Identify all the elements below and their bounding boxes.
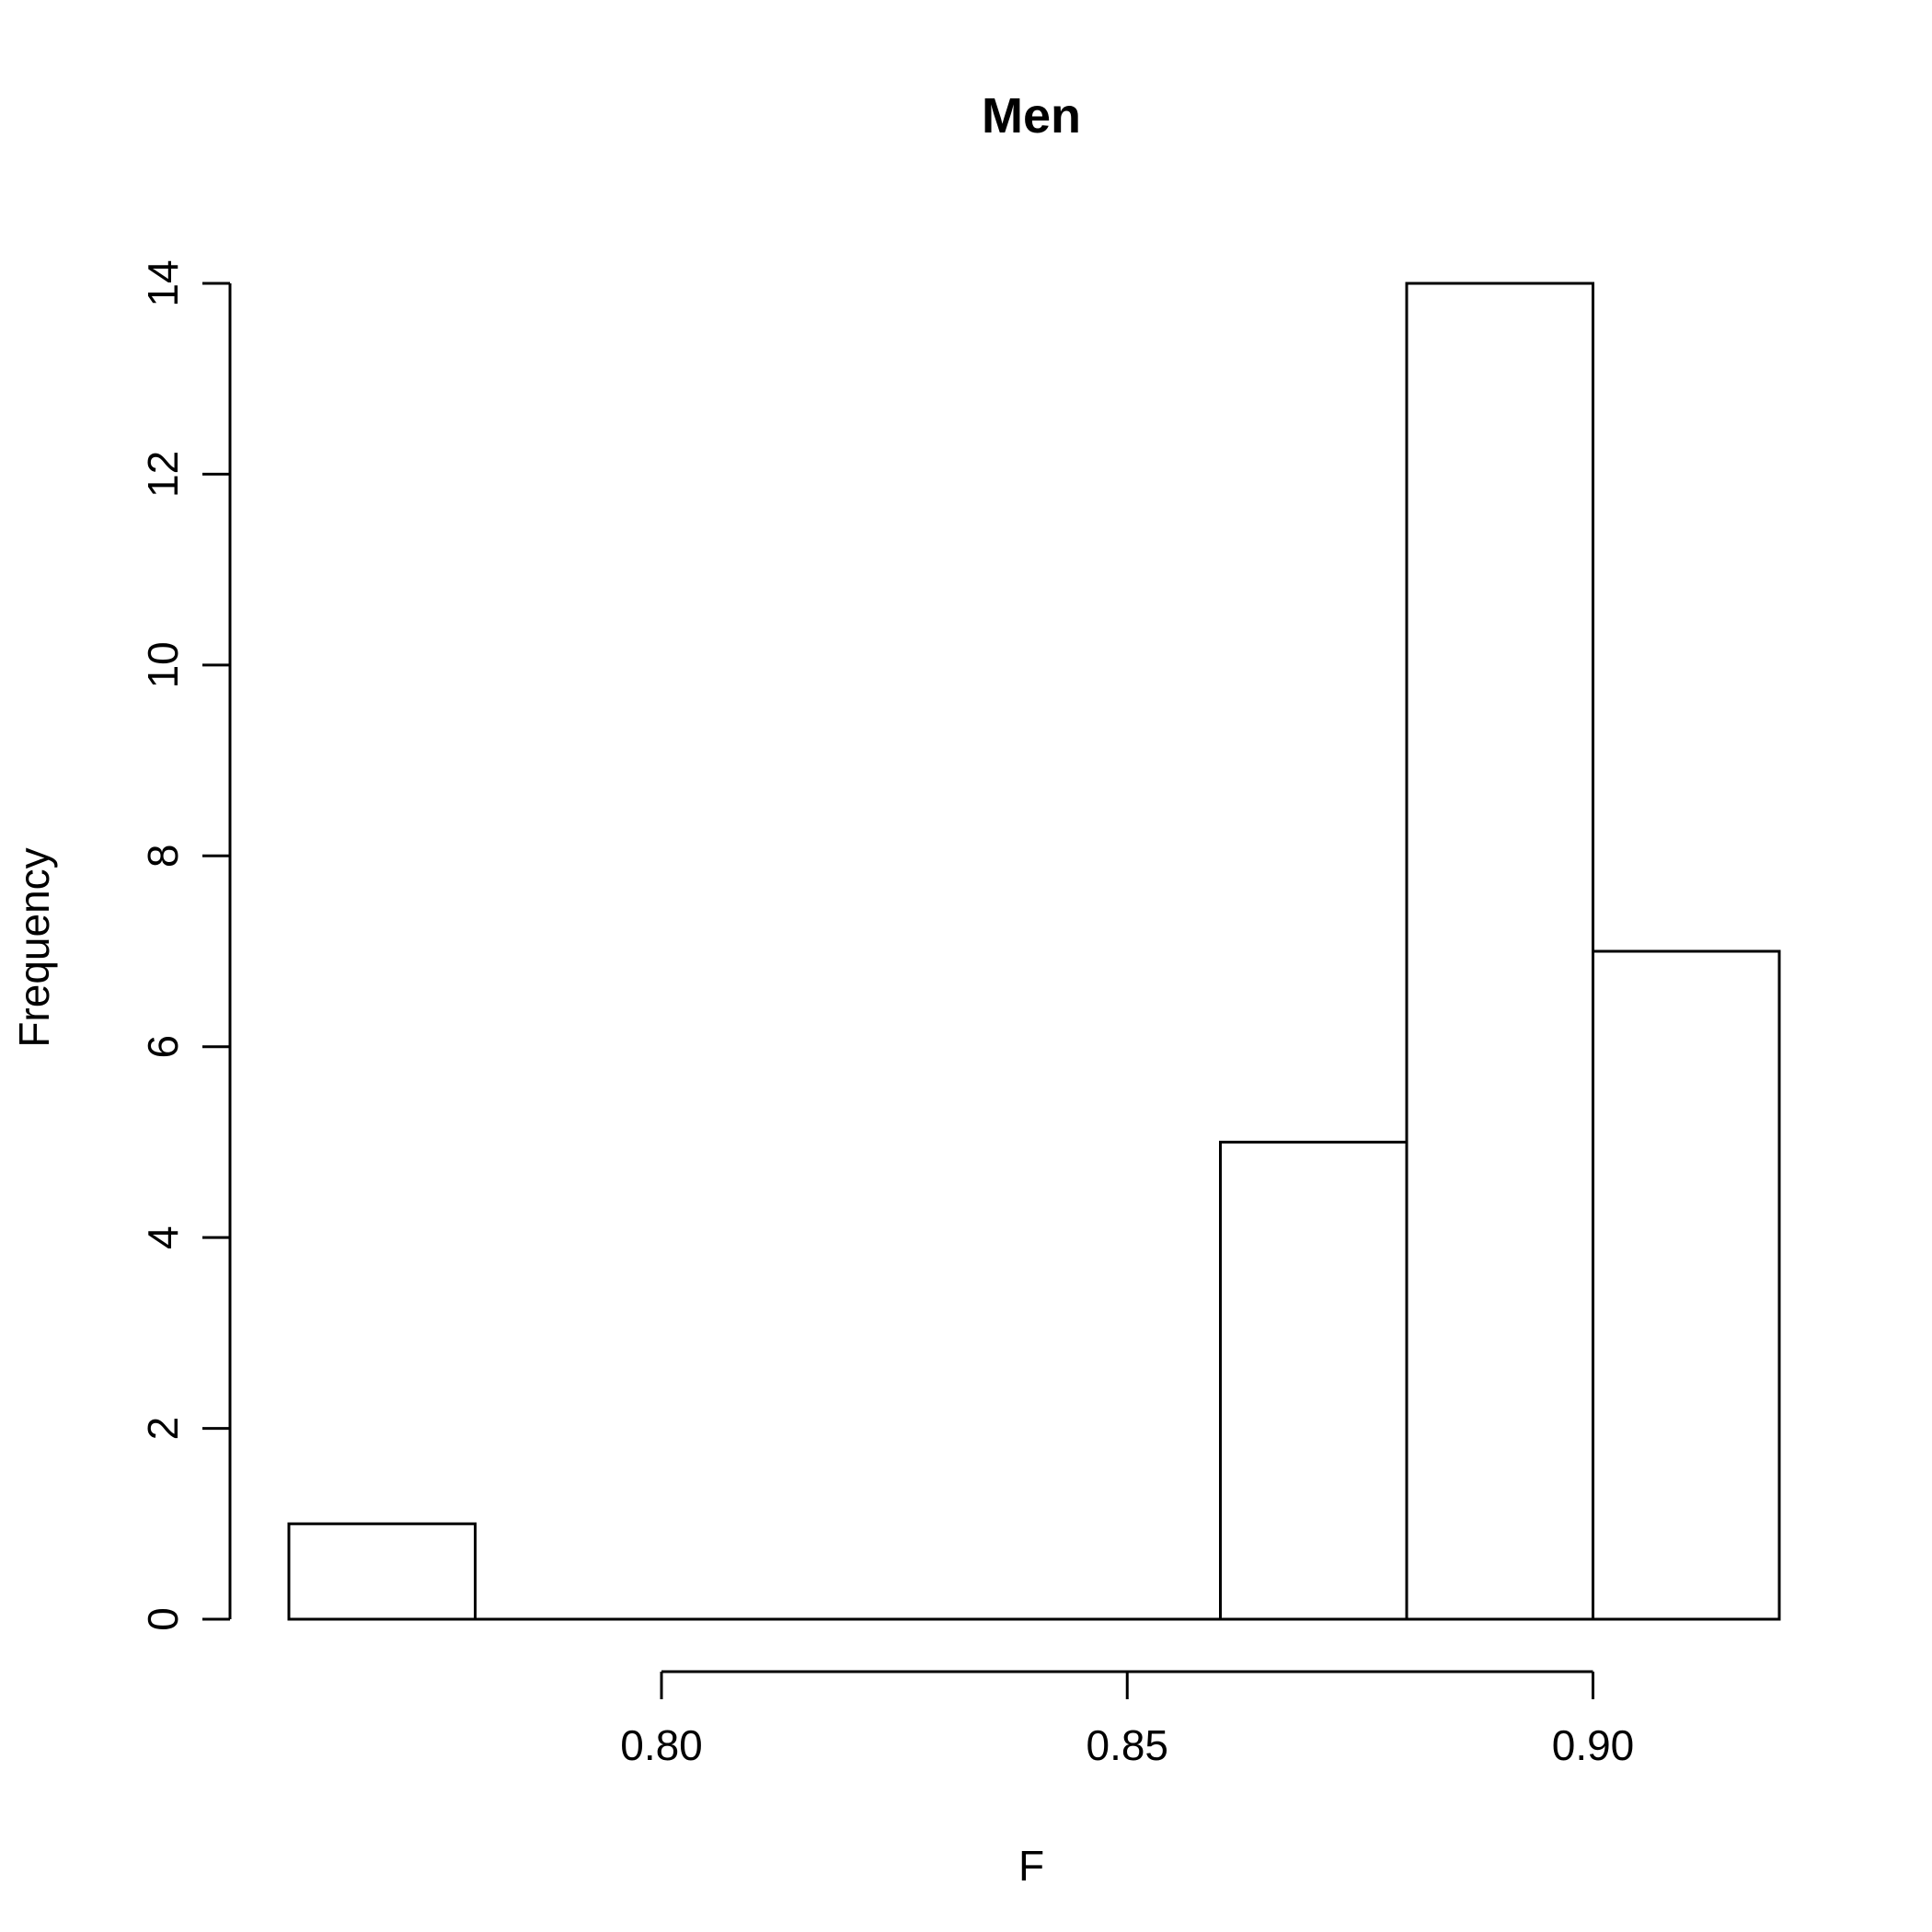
y-tick-label: 6 [139,1035,187,1059]
y-tick-label: 8 [139,844,187,868]
histogram-bar [287,1522,477,1621]
y-tick-label: 14 [139,259,187,306]
chart-title: Men [982,88,1081,144]
y-axis: 0 2 4 6 8 10 12 14 [139,259,232,1631]
y-axis-label: Frequency [10,847,58,1047]
x-tick-label: 0.90 [1552,1721,1635,1769]
y-tick-label: 2 [139,1417,187,1441]
histogram-bar [1592,949,1781,1621]
x-axis-label: F [1018,1842,1044,1890]
x-tick-label: 0.85 [1086,1721,1168,1769]
bars-group [287,282,1781,1621]
x-tick-label: 0.80 [620,1721,703,1769]
histogram-bar [1405,282,1594,1621]
y-tick-label: 10 [139,641,187,688]
y-tick-label: 4 [139,1225,187,1249]
histogram-bar [1219,1140,1409,1621]
x-axis: 0.80 0.85 0.90 [620,1670,1635,1769]
y-tick-label: 12 [139,451,187,498]
y-tick-label: 0 [139,1607,187,1631]
